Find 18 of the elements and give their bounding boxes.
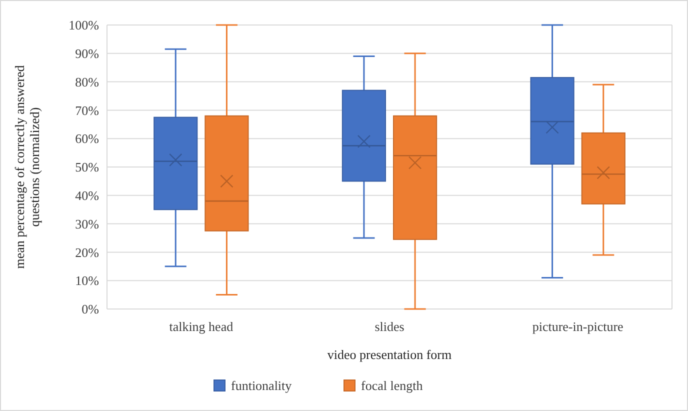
legend-label: focal length (361, 378, 424, 394)
x-tick-label: slides (374, 319, 404, 334)
y-tick-label: 30% (75, 216, 100, 232)
x-axis-title: video presentation form (327, 347, 452, 362)
legend-label: funtionality (231, 378, 292, 394)
y-tick-label: 10% (75, 273, 100, 288)
y-tick-label: 100% (68, 18, 100, 33)
y-tick-label: 0% (82, 302, 100, 317)
x-tick-label: picture-in-picture (532, 319, 624, 334)
x-tick-label: talking head (169, 319, 234, 334)
y-tick-label: 90% (75, 46, 100, 61)
y-tick-label: 70% (75, 102, 100, 118)
y-tick-label: 80% (75, 74, 100, 90)
y-tick-label: 50% (75, 160, 100, 175)
y-axis-title: mean percentage of correctly answered questions (normalized) (12, 64, 42, 269)
y-tick-label: 40% (75, 188, 100, 203)
y-tick-label: 20% (75, 244, 100, 260)
y-tick-label: 60% (75, 131, 100, 146)
